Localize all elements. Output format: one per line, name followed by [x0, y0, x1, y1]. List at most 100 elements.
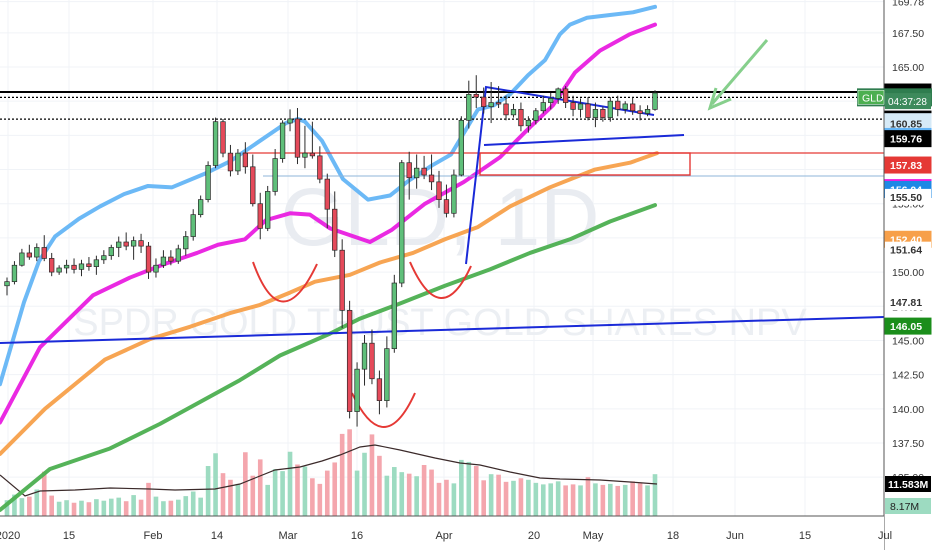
candle[interactable] — [197, 195, 204, 218]
candle[interactable] — [34, 243, 40, 262]
candle[interactable] — [235, 149, 241, 176]
candle[interactable] — [481, 87, 487, 114]
candle[interactable] — [495, 86, 502, 109]
candle[interactable] — [384, 336, 390, 408]
candle[interactable] — [391, 274, 397, 353]
candle[interactable] — [577, 98, 584, 118]
candles[interactable] — [4, 75, 658, 427]
candle[interactable] — [540, 95, 546, 114]
candle[interactable] — [473, 75, 479, 109]
candle[interactable] — [63, 259, 70, 274]
candle[interactable] — [458, 116, 465, 177]
candle[interactable] — [525, 116, 532, 133]
candle[interactable] — [421, 155, 427, 180]
volume-bar — [406, 473, 412, 516]
candle[interactable] — [346, 300, 353, 419]
drawings — [0, 39, 885, 428]
candle[interactable] — [101, 250, 107, 264]
candle[interactable] — [339, 239, 345, 329]
candle[interactable] — [4, 277, 10, 296]
candle[interactable] — [637, 105, 643, 121]
time-tick-label: Jul — [878, 530, 892, 542]
candle[interactable] — [324, 173, 330, 229]
candle[interactable] — [123, 232, 129, 251]
candle[interactable] — [488, 82, 494, 124]
time-axis[interactable]: 2020 15 Feb 14 Mar 16 Apr 20 May 18 Jun 15 Jul — [0, 515, 892, 550]
candle[interactable] — [220, 118, 226, 158]
candle[interactable] — [548, 92, 554, 110]
candle[interactable] — [644, 105, 651, 117]
candle[interactable] — [413, 154, 420, 189]
candle[interactable] — [116, 236, 122, 258]
candle[interactable] — [592, 102, 599, 128]
candle[interactable] — [518, 102, 524, 132]
candle[interactable] — [570, 95, 576, 117]
candle[interactable] — [108, 244, 114, 260]
candle[interactable] — [555, 87, 561, 104]
candle[interactable] — [279, 120, 286, 163]
candle[interactable] — [257, 192, 263, 240]
candle[interactable] — [615, 95, 621, 117]
candle[interactable] — [503, 95, 509, 121]
candle[interactable] — [160, 250, 167, 268]
candle[interactable] — [585, 97, 591, 121]
candle[interactable] — [130, 236, 137, 260]
candle[interactable] — [26, 244, 33, 260]
candle[interactable] — [242, 142, 249, 174]
candle[interactable] — [406, 151, 412, 200]
candle[interactable] — [183, 231, 189, 256]
candle[interactable] — [19, 248, 25, 267]
candle[interactable] — [265, 185, 271, 232]
candle[interactable] — [168, 250, 174, 266]
candle[interactable] — [205, 161, 211, 203]
candle[interactable] — [562, 86, 569, 109]
candle[interactable] — [294, 108, 301, 165]
candle[interactable] — [190, 209, 196, 241]
candle[interactable] — [629, 97, 636, 115]
candle[interactable] — [533, 108, 539, 125]
candle[interactable] — [175, 244, 181, 264]
candle[interactable] — [451, 169, 457, 218]
candle[interactable] — [443, 184, 450, 218]
price-tick-label: 145.00 — [892, 335, 924, 347]
candle[interactable] — [287, 109, 293, 132]
candle[interactable] — [354, 362, 360, 427]
candle[interactable] — [145, 242, 152, 279]
volume-bar — [108, 498, 114, 516]
candle[interactable] — [607, 97, 613, 122]
candle[interactable] — [56, 265, 62, 275]
candle[interactable] — [510, 103, 517, 118]
price-label: 159.76 — [890, 134, 922, 146]
candle[interactable] — [622, 101, 628, 114]
candle[interactable] — [250, 154, 256, 207]
candle[interactable] — [41, 235, 47, 262]
candle[interactable] — [71, 258, 77, 274]
candle[interactable] — [49, 252, 55, 277]
candle[interactable] — [361, 334, 368, 386]
candle[interactable] — [86, 257, 92, 271]
candle[interactable] — [272, 149, 278, 196]
candle[interactable] — [93, 255, 100, 275]
candle[interactable] — [466, 80, 472, 129]
candle[interactable] — [399, 159, 405, 288]
candle[interactable] — [428, 154, 435, 191]
candle[interactable] — [153, 258, 159, 278]
candle[interactable] — [11, 261, 18, 285]
candle[interactable] — [652, 90, 658, 111]
candle[interactable] — [376, 370, 383, 415]
candle[interactable] — [436, 170, 442, 208]
volume-bar — [526, 479, 531, 516]
candle[interactable] — [212, 117, 219, 169]
candle[interactable] — [302, 125, 308, 169]
candle[interactable] — [332, 191, 338, 258]
candle[interactable] — [317, 146, 323, 184]
candle[interactable] — [138, 233, 144, 253]
candle[interactable] — [369, 329, 375, 385]
price-axis[interactable]: 135.00137.50140.00142.50145.00147.50150.… — [883, 0, 932, 550]
candle[interactable] — [600, 106, 606, 122]
candle[interactable] — [309, 121, 316, 159]
candle[interactable] — [227, 144, 234, 177]
candle[interactable] — [78, 259, 85, 277]
